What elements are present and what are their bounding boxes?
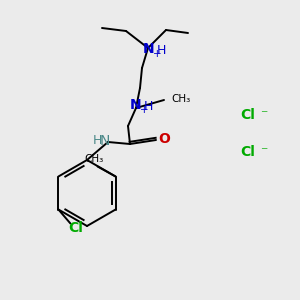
Text: H: H (92, 134, 102, 148)
Text: +: + (153, 49, 161, 59)
Text: Cl: Cl (241, 108, 255, 122)
Text: +: + (140, 105, 148, 115)
Text: Cl: Cl (68, 220, 83, 235)
Text: ⁻: ⁻ (260, 108, 268, 122)
Text: H: H (143, 100, 153, 112)
Text: N: N (143, 42, 155, 56)
Text: CH₃: CH₃ (84, 154, 103, 164)
Text: Cl: Cl (241, 145, 255, 159)
Text: O: O (158, 132, 170, 146)
Text: ⁻: ⁻ (260, 145, 268, 159)
Text: N: N (130, 98, 142, 112)
Text: H: H (156, 44, 166, 56)
Text: CH₃: CH₃ (171, 94, 190, 104)
Text: N: N (100, 134, 110, 148)
